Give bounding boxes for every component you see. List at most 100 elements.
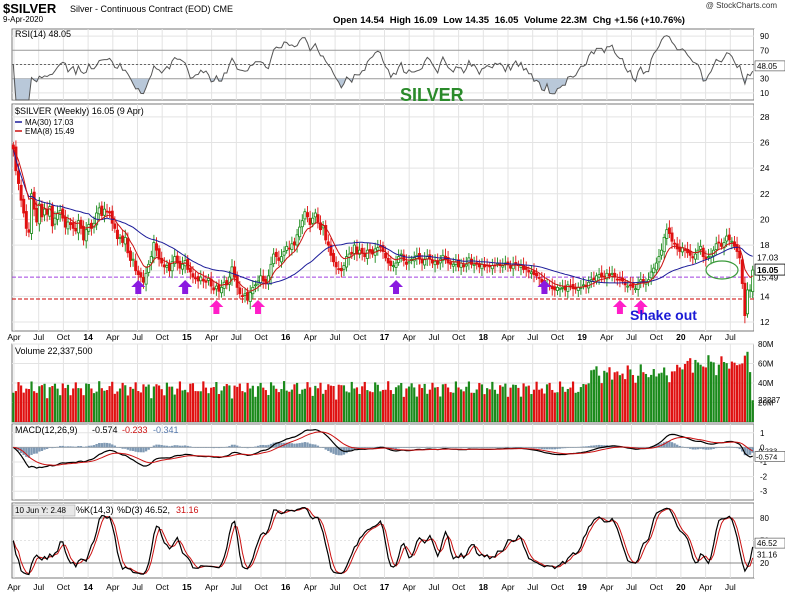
candle-body — [282, 251, 286, 256]
candle-body — [407, 261, 411, 264]
candle-body — [63, 216, 67, 228]
volume-bar — [103, 390, 106, 422]
macd-histogram-bar — [392, 447, 395, 450]
macd-histogram-bar — [233, 444, 236, 448]
macd-histogram-bar — [670, 442, 674, 448]
magenta-arrow-icon — [633, 300, 648, 314]
volume-bar — [569, 387, 572, 422]
candle-body — [634, 288, 638, 291]
macd-histogram-bar — [413, 447, 416, 448]
volume-bar — [551, 389, 554, 422]
x-tick-label-bottom: Jul — [330, 582, 341, 592]
candle-body — [287, 247, 291, 250]
rsi-tick-label: 30 — [760, 75, 769, 84]
volume-bar — [444, 383, 447, 422]
candle-body — [27, 229, 31, 233]
volume-bar — [168, 386, 171, 422]
volume-tick-label: 40M — [758, 379, 774, 388]
volume-bar — [348, 392, 351, 422]
volume-bar — [512, 384, 515, 422]
candle-body — [628, 284, 632, 287]
candle-body — [600, 272, 604, 278]
candle-body — [566, 284, 570, 292]
stoch-tooltip-box — [12, 504, 76, 517]
candle-body — [727, 234, 731, 241]
x-tick-label-bottom: Jul — [33, 582, 44, 592]
candle-body — [550, 285, 554, 290]
candle-body — [329, 244, 333, 256]
volume-bar — [345, 391, 348, 422]
volume-bar — [639, 364, 642, 422]
candle-body — [665, 229, 669, 239]
x-tick-label-mid: 15 — [182, 332, 192, 342]
macd-histogram-bar — [439, 447, 442, 448]
candle-body — [719, 243, 723, 247]
candle-body — [561, 286, 565, 289]
macd-histogram-bar — [639, 447, 642, 448]
volume-tick-label: 60M — [758, 360, 774, 369]
candle-body — [699, 245, 703, 250]
x-tick-label-mid: Jul — [527, 332, 538, 342]
macd-histogram-bar — [686, 447, 689, 449]
candle-body — [558, 288, 562, 291]
macd-histogram-bar — [548, 447, 551, 450]
candle-body — [662, 236, 666, 253]
macd-histogram-bar — [590, 445, 593, 448]
volume-bar — [147, 384, 150, 422]
volume-bar — [20, 385, 23, 422]
macd-histogram-bar — [459, 447, 463, 448]
volume-bar — [14, 391, 17, 422]
macd-histogram-bar — [144, 447, 148, 452]
macd-histogram-bar — [746, 447, 749, 456]
copyright-link[interactable]: @ StockCharts.com — [705, 1, 777, 10]
volume-bar — [324, 389, 327, 422]
macd-histogram-bar — [676, 444, 679, 448]
x-tick-label-bottom: Jul — [428, 582, 439, 592]
volume-bar — [197, 391, 200, 422]
volume-bar — [749, 372, 752, 422]
volume-bar — [64, 388, 67, 422]
macd-legend-main: MACD(12,26,9) — [15, 425, 78, 435]
macd-histogram-bar — [387, 447, 390, 449]
macd-histogram-bar — [53, 447, 57, 448]
macd-histogram-bar — [69, 446, 72, 448]
macd-histogram-bar — [642, 447, 645, 448]
chart-header: $SILVER Silver - Continuous Contract (EO… — [0, 0, 785, 26]
x-tick-label-mid: Apr — [403, 332, 416, 342]
volume-bar — [105, 390, 109, 422]
candle-body — [342, 265, 346, 270]
stoch-legend-k: %K(14,3) — [76, 505, 114, 515]
volume-bar — [264, 390, 267, 422]
rsi-tick-label: 10 — [760, 89, 769, 98]
macd-histogram-bar — [402, 447, 405, 448]
volume-bar — [61, 383, 64, 422]
macd-histogram-bar — [663, 442, 666, 448]
candle-body — [649, 271, 653, 279]
macd-histogram-bar — [262, 444, 265, 448]
volume-bar — [611, 379, 614, 422]
macd-histogram-bar — [301, 442, 304, 448]
macd-histogram-bar — [704, 447, 708, 450]
macd-tick-label: -3 — [760, 487, 768, 496]
candle-body — [592, 277, 596, 281]
candle-body — [194, 277, 198, 280]
x-tick-label-bottom: 17 — [380, 582, 390, 592]
macd-histogram-bar — [597, 444, 601, 448]
candle-body — [371, 249, 375, 255]
candle-body — [615, 278, 619, 281]
volume-bar — [194, 391, 197, 422]
macd-histogram-bar — [485, 447, 489, 448]
macd-histogram-bar — [160, 445, 163, 448]
macd-tick-label: -1 — [760, 458, 768, 467]
macd-histogram-bar — [238, 446, 241, 448]
macd-histogram-bar — [251, 447, 254, 448]
candle-body — [118, 236, 122, 239]
macd-histogram-bar — [181, 445, 184, 448]
x-tick-label-mid: Oct — [156, 332, 170, 342]
volume-bar — [751, 400, 754, 422]
candle-body — [688, 250, 692, 256]
volume-bar — [17, 382, 20, 422]
macd-histogram-bar — [738, 447, 741, 450]
volume-bar — [519, 396, 523, 422]
